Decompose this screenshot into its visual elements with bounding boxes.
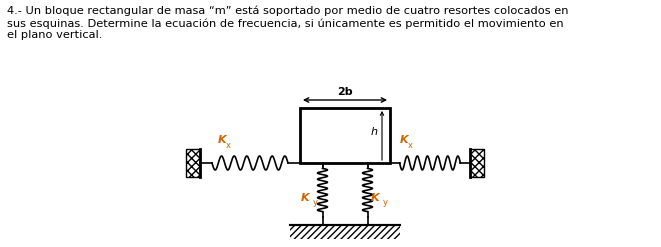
Text: x: x [408, 141, 413, 150]
Bar [290, 225, 400, 239]
Text: 2b: 2b [337, 87, 353, 97]
Text: 4.- Un bloque rectangular de masa “m” está soportado por medio de cuatro resorte: 4.- Un bloque rectangular de masa “m” es… [7, 6, 568, 40]
Text: h: h [371, 126, 377, 137]
Text: y: y [313, 198, 317, 207]
Text: y: y [383, 198, 387, 207]
Text: K: K [301, 193, 309, 203]
Bar [186, 149, 200, 177]
Bar [470, 149, 484, 177]
Text: K: K [218, 135, 227, 145]
Text: x: x [226, 141, 231, 150]
Text: K: K [400, 135, 408, 145]
Text: K: K [371, 193, 379, 203]
Bar [300, 108, 390, 163]
